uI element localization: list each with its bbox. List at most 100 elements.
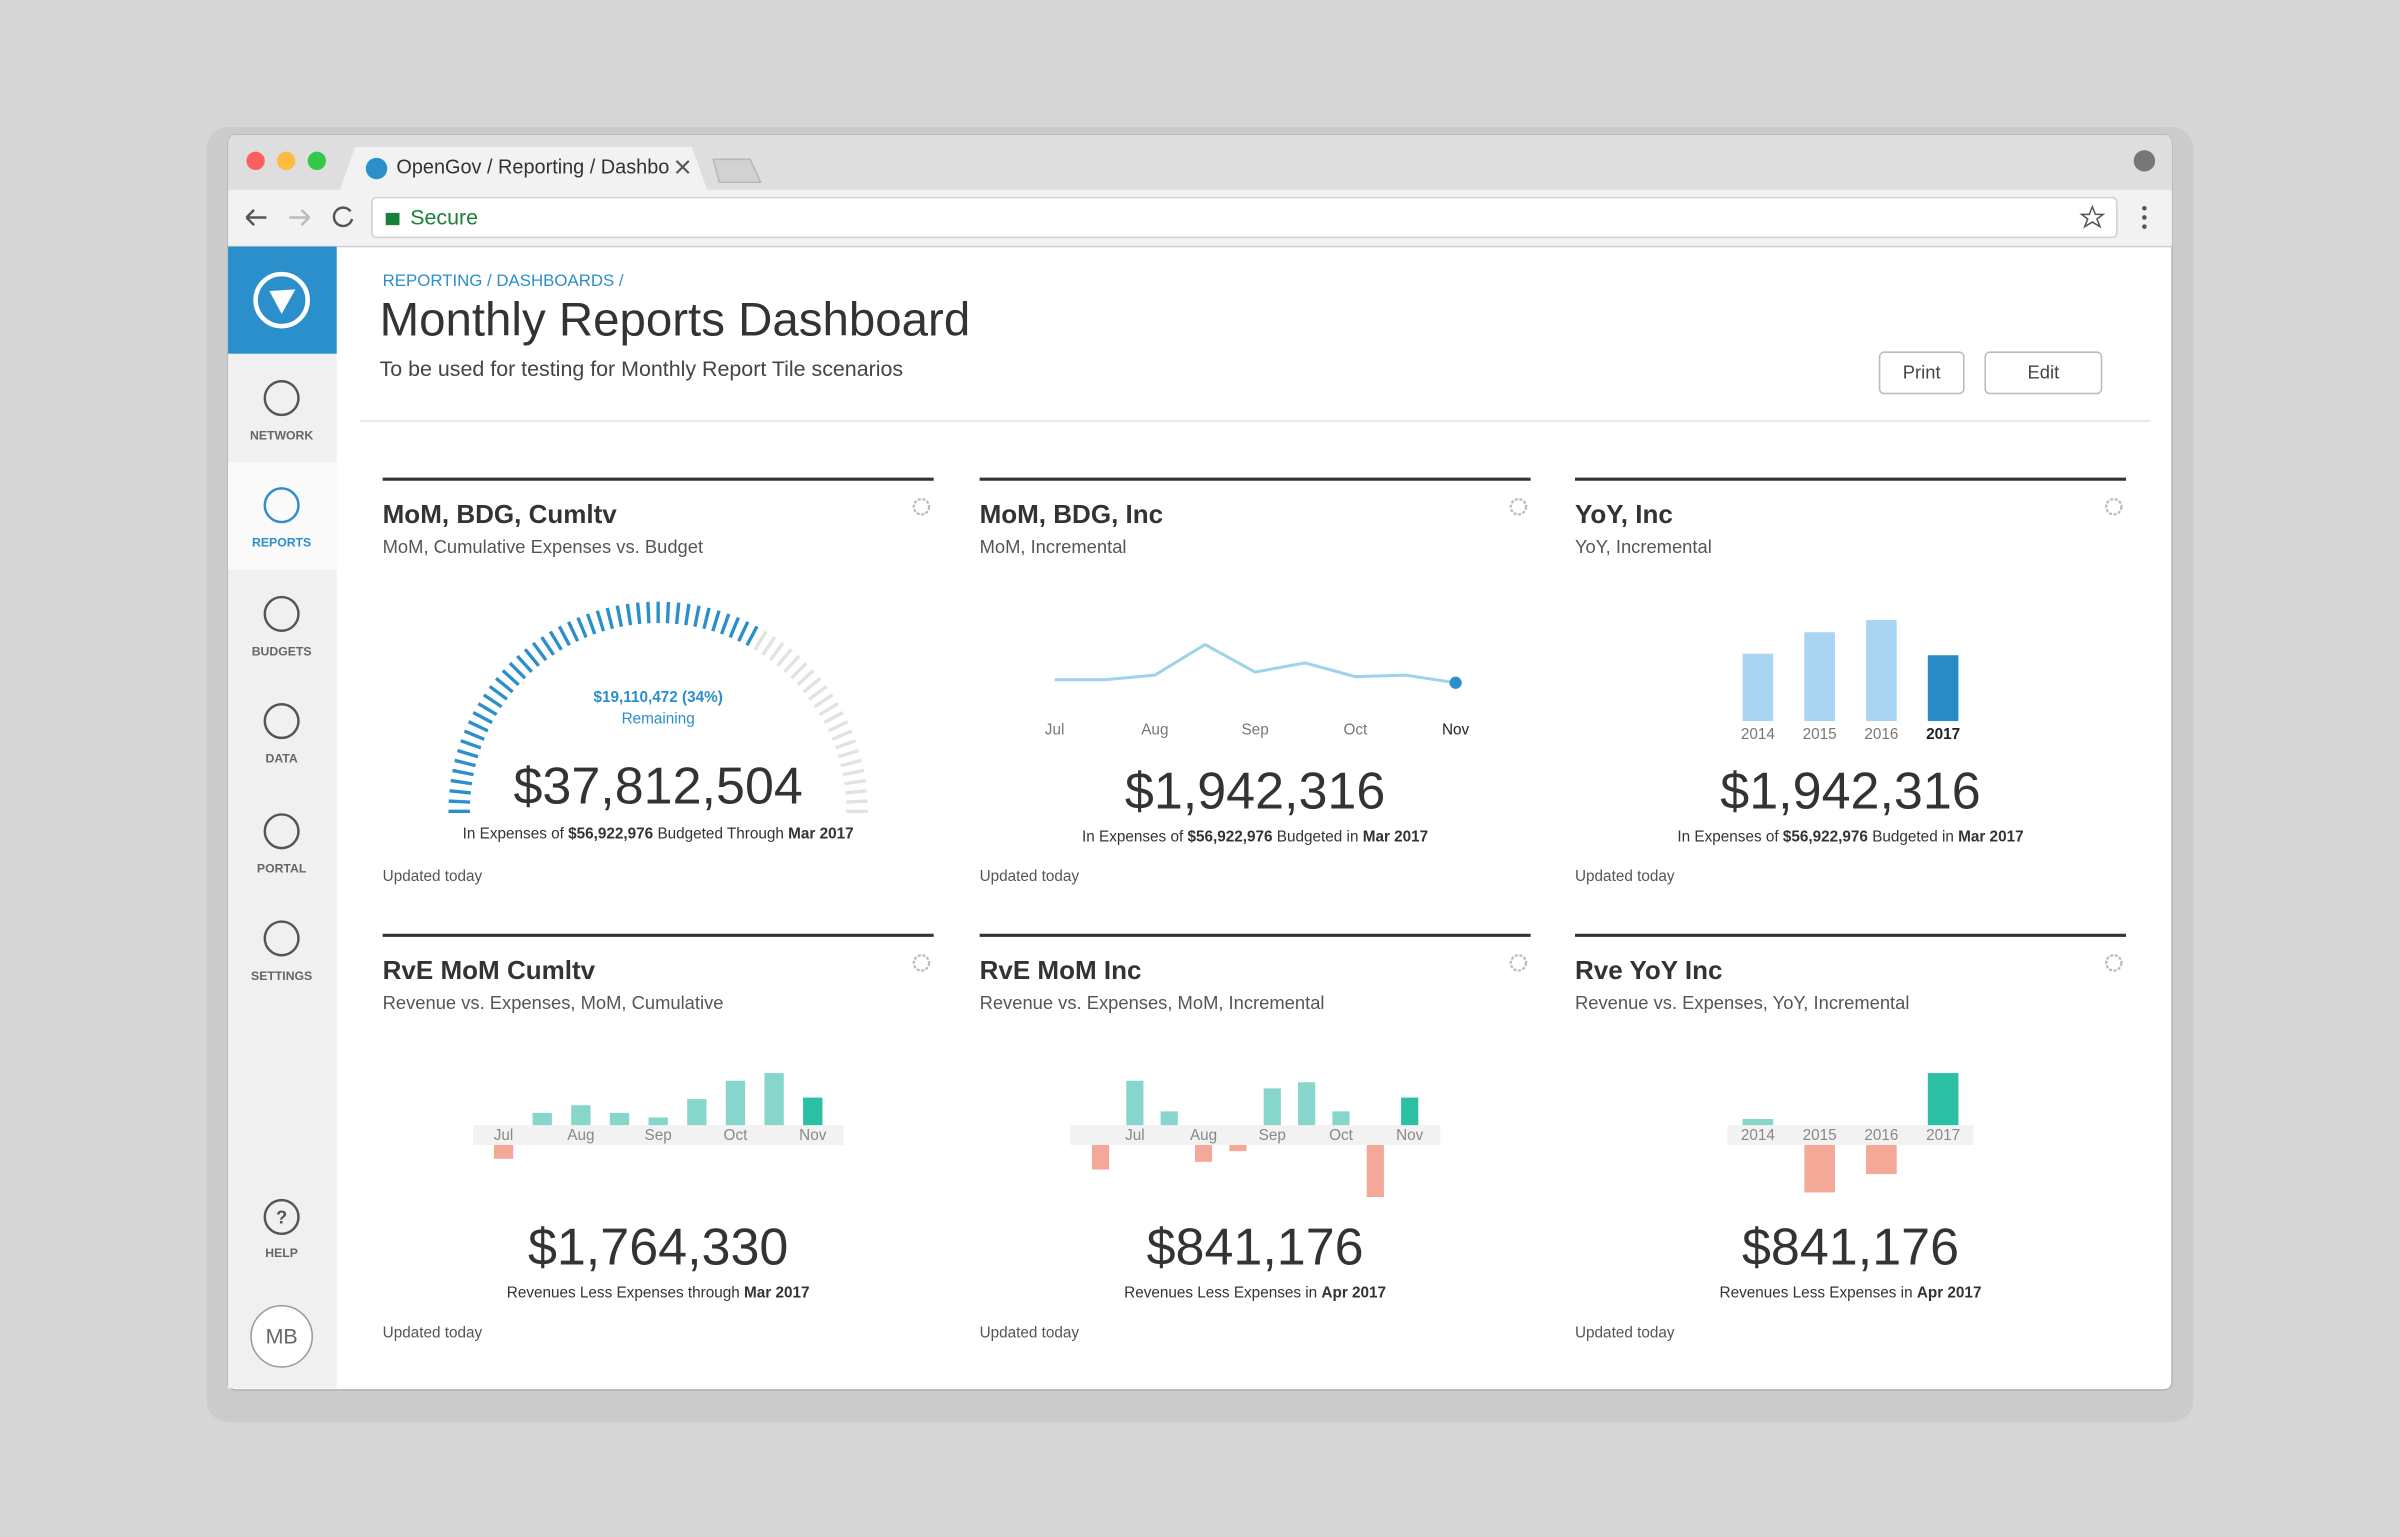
forward-button[interactable] bbox=[289, 208, 311, 226]
gauge-tick bbox=[625, 603, 633, 626]
gauge-tick bbox=[831, 729, 853, 741]
gauge-tick bbox=[728, 616, 740, 639]
edit-button[interactable] bbox=[1984, 351, 2103, 395]
gauge-tick bbox=[702, 607, 711, 630]
tile-title: RvE MoM Cumltv bbox=[383, 955, 596, 985]
gauge-tick bbox=[753, 630, 768, 651]
nav-label[interactable]: PORTAL bbox=[257, 862, 307, 876]
gauge-tick bbox=[711, 610, 721, 632]
tile-updated: Updated today bbox=[1575, 1324, 1675, 1341]
tab-close[interactable] bbox=[675, 160, 690, 174]
x-label: Aug bbox=[1190, 1127, 1217, 1144]
tile-updated: Updated today bbox=[383, 868, 483, 885]
tab[interactable] bbox=[339, 147, 708, 190]
tile: MoM, BDG, Inc MoM, Incremental $1,942,316 I… bbox=[979, 477, 1531, 885]
menu-button[interactable] bbox=[2142, 206, 2147, 229]
secure-label: Secure bbox=[410, 206, 478, 230]
tile-title: YoY, Inc bbox=[1575, 499, 1673, 529]
line-end-dot bbox=[1449, 676, 1462, 689]
tile-amount: $1,764,330 bbox=[528, 1218, 788, 1276]
bar bbox=[609, 1112, 630, 1126]
zoom-button[interactable] bbox=[307, 151, 327, 171]
gauge-tick bbox=[595, 610, 606, 632]
nav-label[interactable]: REPORTS bbox=[252, 536, 311, 550]
bookmark-star[interactable] bbox=[2079, 204, 2106, 229]
nav: NETWORK REPORTS BUDGETS DATA PORTAL SETTINGS bbox=[250, 380, 313, 983]
gauge-tick bbox=[477, 702, 498, 717]
x-label: Jul bbox=[494, 1127, 514, 1144]
breadcrumb[interactable]: REPORTING / DASHBOARDS / bbox=[383, 271, 624, 290]
gauge-tick bbox=[449, 789, 471, 795]
nav-label[interactable]: SETTINGS bbox=[251, 969, 312, 983]
bar bbox=[571, 1105, 591, 1126]
x-label: Oct bbox=[1343, 721, 1368, 738]
profile-icon[interactable] bbox=[2133, 150, 2156, 172]
x-label: Sep bbox=[1241, 721, 1268, 738]
gauge-label: $19,110,472 (34%) bbox=[594, 689, 723, 706]
baseline-band bbox=[472, 1125, 844, 1146]
gauge-tick bbox=[523, 648, 541, 667]
tile-settings[interactable] bbox=[1509, 954, 1528, 972]
x-label: Aug bbox=[567, 1127, 594, 1144]
tile-caption: Revenues Less Expenses through Mar 2017 bbox=[507, 1285, 810, 1302]
bar bbox=[648, 1117, 668, 1126]
bar bbox=[764, 1073, 784, 1126]
gauge-tick bbox=[783, 654, 801, 673]
tile-settings[interactable] bbox=[912, 497, 931, 516]
tile-settings[interactable] bbox=[2104, 497, 2123, 516]
active-nav-background bbox=[228, 462, 337, 570]
gauge-tick bbox=[450, 778, 473, 786]
back-button[interactable] bbox=[245, 208, 267, 226]
x-label: 2015 bbox=[1803, 1127, 1837, 1144]
minimize-button[interactable] bbox=[277, 151, 296, 171]
new-tab[interactable] bbox=[712, 158, 762, 184]
print-button[interactable] bbox=[1878, 351, 1965, 395]
caption-part: Budgeted in bbox=[1868, 828, 1958, 845]
bar bbox=[493, 1145, 514, 1159]
caption-part: Revenues Less Expenses in bbox=[1720, 1285, 1917, 1302]
help-icon[interactable] bbox=[263, 1198, 300, 1236]
x-label: 2016 bbox=[1864, 1127, 1898, 1144]
title-bar bbox=[228, 134, 2172, 190]
gauge-tick bbox=[494, 677, 514, 694]
user-avatar[interactable] bbox=[250, 1304, 314, 1368]
gauge-tick bbox=[548, 630, 563, 651]
gauge-tick bbox=[665, 601, 671, 624]
help-label[interactable]: HELP bbox=[265, 1246, 298, 1260]
close-button[interactable] bbox=[246, 151, 265, 171]
bar bbox=[1263, 1088, 1281, 1126]
gauge-tick bbox=[684, 603, 691, 626]
print-label: Print bbox=[1903, 361, 1941, 382]
tile-subtitle: Revenue vs. Expenses, YoY, Incremental bbox=[1575, 992, 1909, 1013]
gauge-tick bbox=[818, 702, 839, 717]
x-label: Oct bbox=[724, 1127, 749, 1144]
bar bbox=[1742, 1119, 1774, 1126]
bar bbox=[1298, 1082, 1316, 1126]
bar bbox=[1229, 1145, 1247, 1152]
reload-button[interactable] bbox=[332, 206, 354, 228]
x-label: Oct bbox=[1329, 1127, 1354, 1144]
tile-settings[interactable] bbox=[1509, 497, 1528, 516]
nav-label[interactable]: BUDGETS bbox=[252, 644, 312, 658]
bar bbox=[1194, 1145, 1213, 1162]
nav-label[interactable]: NETWORK bbox=[250, 429, 313, 443]
caption-part: Mar 2017 bbox=[788, 825, 853, 842]
bar bbox=[1866, 1145, 1897, 1175]
gauge-tick bbox=[454, 758, 476, 768]
gauge-tick bbox=[745, 625, 759, 647]
nav-label[interactable]: DATA bbox=[266, 752, 298, 766]
bar bbox=[1126, 1080, 1144, 1126]
address-bar[interactable] bbox=[371, 196, 2118, 239]
gauge-tick bbox=[844, 778, 866, 786]
tile-updated: Updated today bbox=[980, 1324, 1080, 1341]
tile-updated: Updated today bbox=[383, 1324, 483, 1341]
x-label: 2016 bbox=[1864, 726, 1898, 743]
page-title: Monthly Reports Dashboard bbox=[380, 294, 971, 347]
gauge-tick bbox=[646, 601, 651, 624]
nav-icon bbox=[263, 595, 300, 632]
bar bbox=[687, 1099, 707, 1126]
caption-part: In Expenses of bbox=[463, 825, 568, 842]
x-label: Nov bbox=[1396, 1127, 1424, 1144]
tile-settings[interactable] bbox=[912, 954, 931, 972]
tile-settings[interactable] bbox=[2104, 954, 2123, 972]
